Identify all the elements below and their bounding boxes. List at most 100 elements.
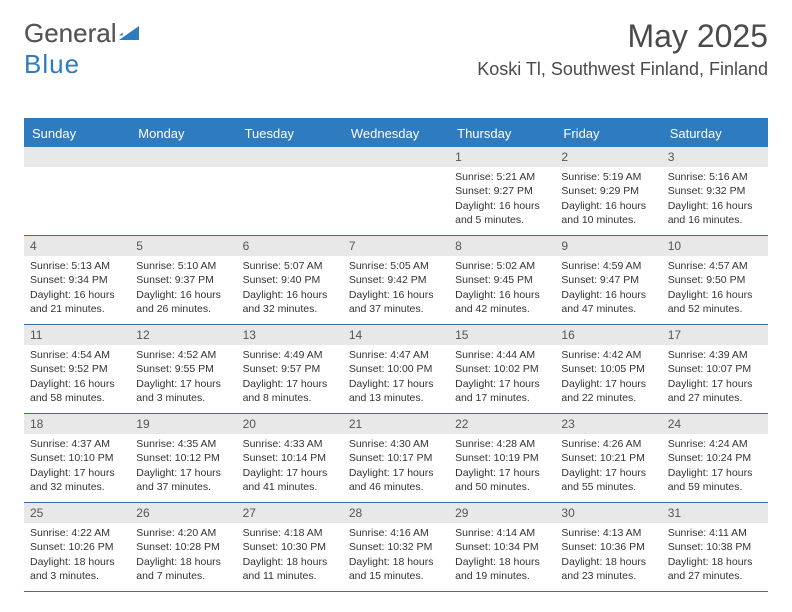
day-number: 14 bbox=[343, 325, 449, 345]
day-cell: 17Sunrise: 4:39 AMSunset: 10:07 PMDaylig… bbox=[662, 325, 768, 413]
day-cell: 28Sunrise: 4:16 AMSunset: 10:32 PMDaylig… bbox=[343, 503, 449, 591]
sunrise-line: Sunrise: 4:24 AM bbox=[668, 437, 762, 451]
daylight-line: Daylight: 18 hours and 23 minutes. bbox=[561, 555, 655, 583]
day-cell: 24Sunrise: 4:24 AMSunset: 10:24 PMDaylig… bbox=[662, 414, 768, 502]
day-cell: 5Sunrise: 5:10 AMSunset: 9:37 PMDaylight… bbox=[130, 236, 236, 324]
daylight-line: Daylight: 17 hours and 17 minutes. bbox=[455, 377, 549, 405]
day-body: Sunrise: 4:57 AMSunset: 9:50 PMDaylight:… bbox=[662, 256, 768, 322]
dow-wednesday: Wednesday bbox=[343, 120, 449, 147]
daylight-line: Daylight: 17 hours and 8 minutes. bbox=[243, 377, 337, 405]
week-row: 11Sunrise: 4:54 AMSunset: 9:52 PMDayligh… bbox=[24, 325, 768, 414]
day-cell: 14Sunrise: 4:47 AMSunset: 10:00 PMDaylig… bbox=[343, 325, 449, 413]
day-cell: 11Sunrise: 4:54 AMSunset: 9:52 PMDayligh… bbox=[24, 325, 130, 413]
day-cell: 22Sunrise: 4:28 AMSunset: 10:19 PMDaylig… bbox=[449, 414, 555, 502]
day-number: 2 bbox=[555, 147, 661, 167]
day-number: 5 bbox=[130, 236, 236, 256]
sunrise-line: Sunrise: 4:30 AM bbox=[349, 437, 443, 451]
sunrise-line: Sunrise: 5:05 AM bbox=[349, 259, 443, 273]
day-cell: 27Sunrise: 4:18 AMSunset: 10:30 PMDaylig… bbox=[237, 503, 343, 591]
sunrise-line: Sunrise: 4:59 AM bbox=[561, 259, 655, 273]
day-number: 20 bbox=[237, 414, 343, 434]
day-cell: 3Sunrise: 5:16 AMSunset: 9:32 PMDaylight… bbox=[662, 147, 768, 235]
day-number: 18 bbox=[24, 414, 130, 434]
day-number: 30 bbox=[555, 503, 661, 523]
day-cell: 13Sunrise: 4:49 AMSunset: 9:57 PMDayligh… bbox=[237, 325, 343, 413]
day-cell: 31Sunrise: 4:11 AMSunset: 10:38 PMDaylig… bbox=[662, 503, 768, 591]
day-cell bbox=[237, 147, 343, 235]
sunrise-line: Sunrise: 4:47 AM bbox=[349, 348, 443, 362]
day-body: Sunrise: 5:19 AMSunset: 9:29 PMDaylight:… bbox=[555, 167, 661, 233]
sunrise-line: Sunrise: 5:13 AM bbox=[30, 259, 124, 273]
sunset-line: Sunset: 9:29 PM bbox=[561, 184, 655, 198]
week-row: 25Sunrise: 4:22 AMSunset: 10:26 PMDaylig… bbox=[24, 503, 768, 592]
weeks-container: 1Sunrise: 5:21 AMSunset: 9:27 PMDaylight… bbox=[24, 147, 768, 592]
week-row: 18Sunrise: 4:37 AMSunset: 10:10 PMDaylig… bbox=[24, 414, 768, 503]
day-number: 9 bbox=[555, 236, 661, 256]
day-number: 13 bbox=[237, 325, 343, 345]
day-number: 8 bbox=[449, 236, 555, 256]
day-number: 12 bbox=[130, 325, 236, 345]
day-number: 7 bbox=[343, 236, 449, 256]
daylight-line: Daylight: 16 hours and 16 minutes. bbox=[668, 199, 762, 227]
sunset-line: Sunset: 10:02 PM bbox=[455, 362, 549, 376]
sunset-line: Sunset: 9:42 PM bbox=[349, 273, 443, 287]
day-number: 24 bbox=[662, 414, 768, 434]
sunrise-line: Sunrise: 4:52 AM bbox=[136, 348, 230, 362]
day-number: 22 bbox=[449, 414, 555, 434]
day-cell bbox=[343, 147, 449, 235]
daylight-line: Daylight: 16 hours and 21 minutes. bbox=[30, 288, 124, 316]
day-body: Sunrise: 4:30 AMSunset: 10:17 PMDaylight… bbox=[343, 434, 449, 500]
sunset-line: Sunset: 10:12 PM bbox=[136, 451, 230, 465]
daylight-line: Daylight: 18 hours and 11 minutes. bbox=[243, 555, 337, 583]
sunrise-line: Sunrise: 4:49 AM bbox=[243, 348, 337, 362]
logo-overlay: General Blue bbox=[24, 18, 141, 80]
day-number: 4 bbox=[24, 236, 130, 256]
day-body: Sunrise: 4:26 AMSunset: 10:21 PMDaylight… bbox=[555, 434, 661, 500]
day-cell: 19Sunrise: 4:35 AMSunset: 10:12 PMDaylig… bbox=[130, 414, 236, 502]
daylight-line: Daylight: 16 hours and 58 minutes. bbox=[30, 377, 124, 405]
day-body: Sunrise: 4:33 AMSunset: 10:14 PMDaylight… bbox=[237, 434, 343, 500]
sunset-line: Sunset: 10:28 PM bbox=[136, 540, 230, 554]
daylight-line: Daylight: 17 hours and 50 minutes. bbox=[455, 466, 549, 494]
day-body: Sunrise: 5:05 AMSunset: 9:42 PMDaylight:… bbox=[343, 256, 449, 322]
sunset-line: Sunset: 10:17 PM bbox=[349, 451, 443, 465]
daylight-line: Daylight: 16 hours and 10 minutes. bbox=[561, 199, 655, 227]
day-cell: 20Sunrise: 4:33 AMSunset: 10:14 PMDaylig… bbox=[237, 414, 343, 502]
daylight-line: Daylight: 18 hours and 27 minutes. bbox=[668, 555, 762, 583]
sunrise-line: Sunrise: 4:35 AM bbox=[136, 437, 230, 451]
daylight-line: Daylight: 18 hours and 15 minutes. bbox=[349, 555, 443, 583]
sunset-line: Sunset: 10:21 PM bbox=[561, 451, 655, 465]
sunset-line: Sunset: 10:38 PM bbox=[668, 540, 762, 554]
day-cell: 1Sunrise: 5:21 AMSunset: 9:27 PMDaylight… bbox=[449, 147, 555, 235]
day-number: 11 bbox=[24, 325, 130, 345]
day-body: Sunrise: 4:47 AMSunset: 10:00 PMDaylight… bbox=[343, 345, 449, 411]
sunset-line: Sunset: 9:52 PM bbox=[30, 362, 124, 376]
day-cell bbox=[130, 147, 236, 235]
week-row: 4Sunrise: 5:13 AMSunset: 9:34 PMDaylight… bbox=[24, 236, 768, 325]
sunrise-line: Sunrise: 5:07 AM bbox=[243, 259, 337, 273]
sunrise-line: Sunrise: 4:57 AM bbox=[668, 259, 762, 273]
day-body: Sunrise: 5:21 AMSunset: 9:27 PMDaylight:… bbox=[449, 167, 555, 233]
day-body: Sunrise: 4:22 AMSunset: 10:26 PMDaylight… bbox=[24, 523, 130, 589]
sunrise-line: Sunrise: 5:16 AM bbox=[668, 170, 762, 184]
sunset-line: Sunset: 9:50 PM bbox=[668, 273, 762, 287]
sunset-line: Sunset: 9:37 PM bbox=[136, 273, 230, 287]
day-number bbox=[343, 147, 449, 167]
day-number bbox=[24, 147, 130, 167]
day-cell: 15Sunrise: 4:44 AMSunset: 10:02 PMDaylig… bbox=[449, 325, 555, 413]
day-number: 25 bbox=[24, 503, 130, 523]
day-cell: 8Sunrise: 5:02 AMSunset: 9:45 PMDaylight… bbox=[449, 236, 555, 324]
calendar: Sunday Monday Tuesday Wednesday Thursday… bbox=[24, 118, 768, 592]
sunset-line: Sunset: 9:34 PM bbox=[30, 273, 124, 287]
daylight-line: Daylight: 16 hours and 5 minutes. bbox=[455, 199, 549, 227]
sunrise-line: Sunrise: 4:42 AM bbox=[561, 348, 655, 362]
day-body: Sunrise: 4:59 AMSunset: 9:47 PMDaylight:… bbox=[555, 256, 661, 322]
daylight-line: Daylight: 16 hours and 32 minutes. bbox=[243, 288, 337, 316]
daylight-line: Daylight: 17 hours and 22 minutes. bbox=[561, 377, 655, 405]
day-body: Sunrise: 4:52 AMSunset: 9:55 PMDaylight:… bbox=[130, 345, 236, 411]
day-cell: 2Sunrise: 5:19 AMSunset: 9:29 PMDaylight… bbox=[555, 147, 661, 235]
day-number: 23 bbox=[555, 414, 661, 434]
day-body: Sunrise: 4:13 AMSunset: 10:36 PMDaylight… bbox=[555, 523, 661, 589]
sunset-line: Sunset: 10:14 PM bbox=[243, 451, 337, 465]
sunrise-line: Sunrise: 4:13 AM bbox=[561, 526, 655, 540]
